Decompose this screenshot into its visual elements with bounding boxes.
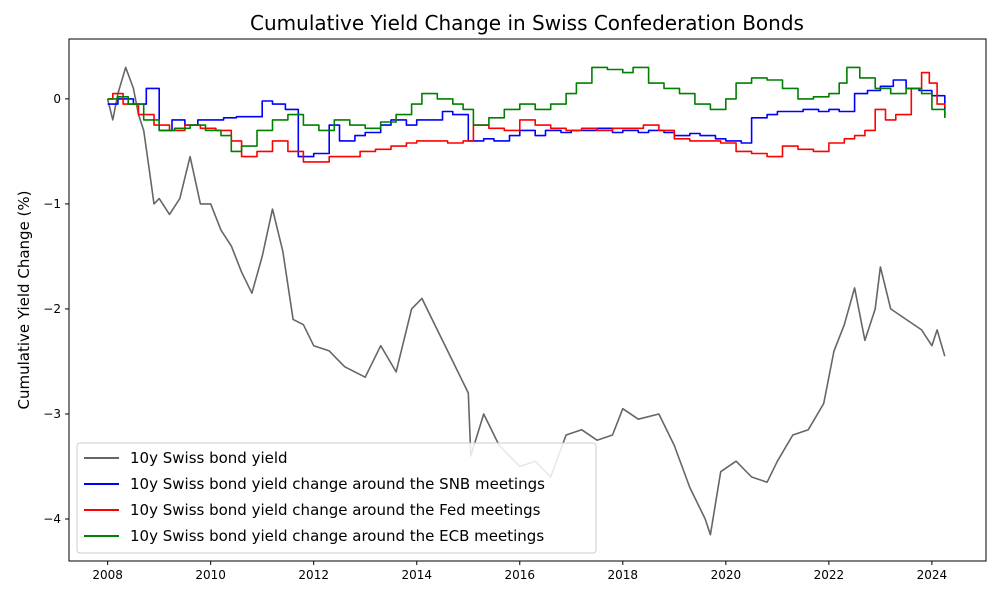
y-tick-label: 0 [53, 92, 61, 106]
y-tick-label: −2 [43, 302, 61, 316]
legend-entry: 10y Swiss bond yield change around the E… [130, 527, 544, 545]
x-tick-label: 2014 [401, 568, 432, 582]
legend-box [76, 442, 597, 554]
legend-entry: 10y Swiss bond yield change around the S… [130, 475, 545, 493]
x-tick-label: 2012 [298, 568, 329, 582]
series-line-1 [107, 79, 946, 158]
y-tick-label: −1 [43, 197, 61, 211]
x-tick-label: 2010 [195, 568, 226, 582]
legend-entry: 10y Swiss bond yield change around the F… [130, 501, 541, 519]
legend-entry: 10y Swiss bond yield [130, 449, 288, 467]
series-layer [106, 66, 946, 536]
legend: 10y Swiss bond yield 10y Swiss bond yield… [76, 442, 597, 554]
x-axis: 2008 2010 2012 2014 2016 2018 2020 2022 2024 [92, 561, 947, 582]
y-axis-label: Cumulative Yield Change (%) [15, 190, 33, 409]
series-line-0 [106, 66, 946, 536]
y-tick-label: −3 [43, 407, 61, 421]
x-tick-label: 2022 [814, 568, 845, 582]
x-tick-label: 2020 [711, 568, 742, 582]
chart-title: Cumulative Yield Change in Swiss Confede… [250, 11, 804, 35]
y-axis: 0 −1 −2 −3 −4 [43, 92, 69, 526]
x-tick-label: 2016 [504, 568, 535, 582]
x-tick-label: 2008 [92, 568, 123, 582]
x-tick-label: 2018 [608, 568, 639, 582]
y-tick-label: −4 [43, 512, 61, 526]
x-tick-label: 2024 [917, 568, 948, 582]
series-line-3 [107, 66, 946, 153]
series-line-2 [107, 71, 946, 163]
plot-frame [68, 38, 987, 562]
